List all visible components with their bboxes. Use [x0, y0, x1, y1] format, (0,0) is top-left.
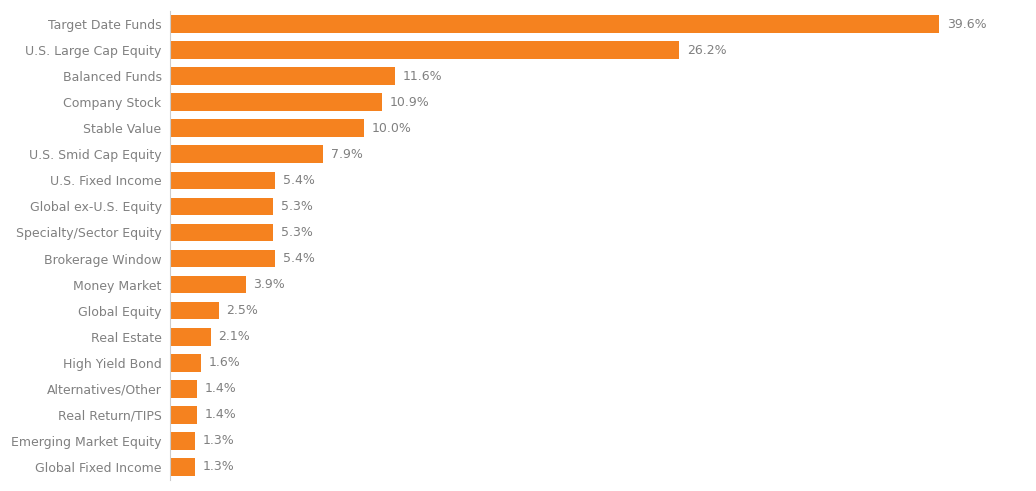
Bar	[170, 406, 197, 424]
Text: 10.0%: 10.0%	[372, 122, 412, 135]
Bar	[170, 145, 323, 163]
Text: 1.6%: 1.6%	[209, 356, 240, 369]
Text: 2.1%: 2.1%	[219, 330, 251, 343]
Text: 5.4%: 5.4%	[283, 252, 315, 265]
Text: 26.2%: 26.2%	[687, 44, 726, 56]
Text: 1.3%: 1.3%	[203, 461, 235, 473]
Bar	[170, 15, 940, 33]
Bar	[170, 171, 275, 189]
Text: 5.4%: 5.4%	[283, 174, 315, 187]
Text: 5.3%: 5.3%	[281, 226, 313, 239]
Bar	[170, 67, 396, 85]
Bar	[170, 302, 219, 320]
Text: 39.6%: 39.6%	[947, 18, 987, 30]
Bar	[170, 249, 275, 268]
Bar	[170, 197, 272, 215]
Text: 3.9%: 3.9%	[254, 278, 285, 291]
Text: 1.4%: 1.4%	[205, 409, 236, 421]
Bar	[170, 380, 197, 398]
Text: 7.9%: 7.9%	[332, 148, 363, 161]
Bar	[170, 432, 195, 450]
Bar	[170, 41, 679, 59]
Bar	[170, 276, 246, 294]
Text: 5.3%: 5.3%	[281, 200, 313, 213]
Bar	[170, 119, 365, 137]
Bar	[170, 93, 381, 111]
Text: 10.9%: 10.9%	[390, 96, 429, 109]
Text: 2.5%: 2.5%	[226, 304, 258, 317]
Bar	[170, 354, 201, 372]
Text: 1.4%: 1.4%	[205, 382, 236, 395]
Bar	[170, 458, 195, 476]
Text: 1.3%: 1.3%	[203, 435, 235, 447]
Bar	[170, 223, 272, 242]
Bar	[170, 328, 210, 346]
Text: 11.6%: 11.6%	[403, 70, 442, 82]
